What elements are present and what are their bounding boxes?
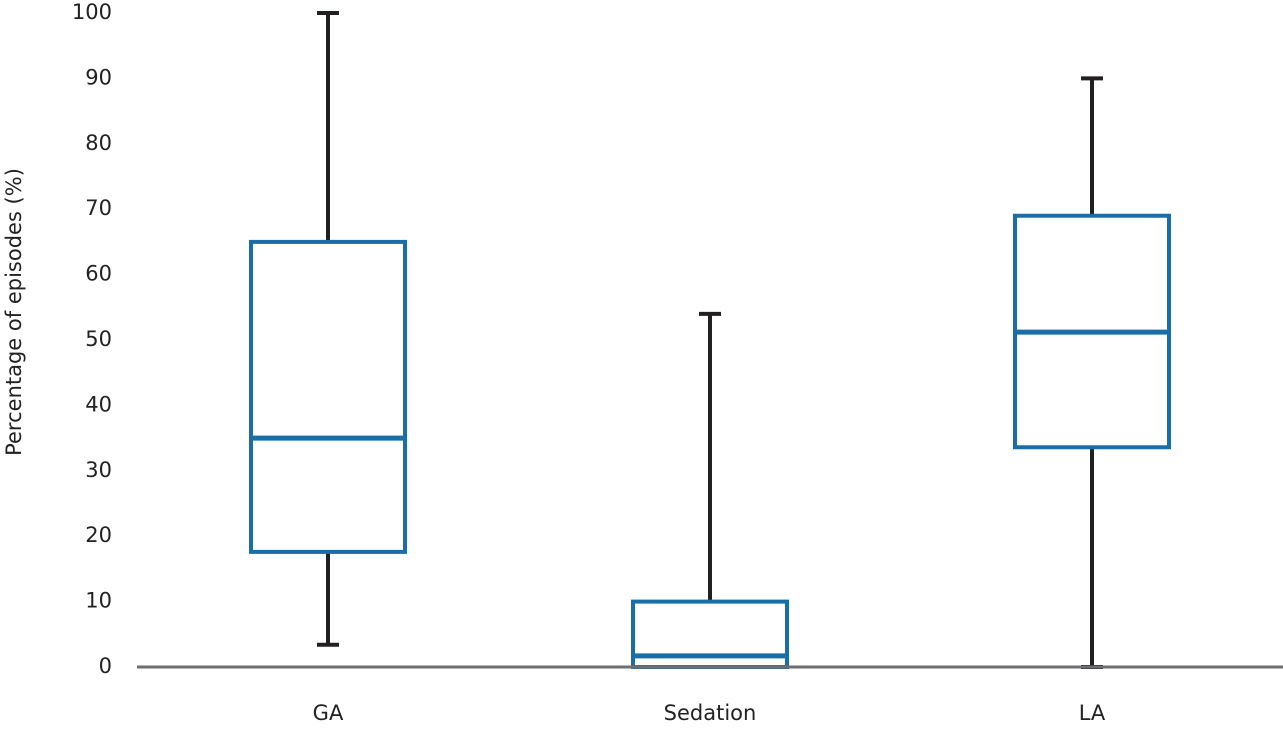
y-tick-label: 50 (85, 327, 112, 351)
y-tick-label: 100 (72, 0, 112, 24)
y-axis-label: Percentage of episodes (%) (2, 168, 26, 456)
x-tick-label: Sedation (664, 701, 757, 725)
y-tick-label: 10 (85, 589, 112, 613)
x-tick-label: GA (313, 701, 344, 725)
y-tick-label: 60 (85, 262, 112, 286)
y-tick-label: 30 (85, 458, 112, 482)
y-tick-label: 70 (85, 196, 112, 220)
y-tick-label: 90 (85, 65, 112, 89)
x-tick-label: LA (1079, 701, 1106, 725)
y-tick-label: 20 (85, 523, 112, 547)
y-tick-label: 0 (99, 654, 112, 678)
y-tick-label: 40 (85, 392, 112, 416)
box (249, 239, 407, 554)
y-tick-label: 80 (85, 131, 112, 155)
